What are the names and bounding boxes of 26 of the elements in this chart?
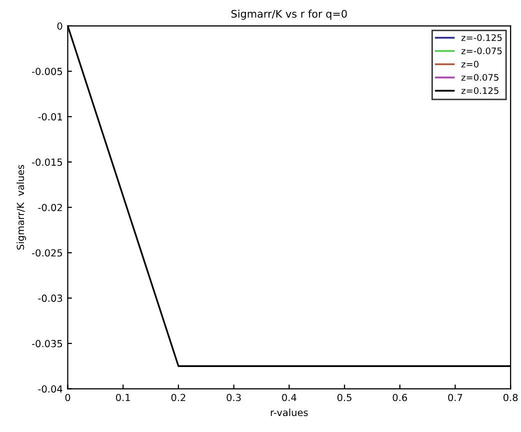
x-tick-label: 0.5 — [337, 394, 352, 402]
y-tick-label: -0.005 — [32, 68, 62, 76]
y-axis-title: Sigmarr/K values — [16, 164, 26, 250]
x-tick-label: 0 — [65, 394, 70, 402]
y-tick-label: -0.03 — [38, 294, 62, 302]
x-tick-label: 0.8 — [503, 394, 518, 402]
legend-label: z=0.125 — [461, 87, 498, 94]
y-tick-label: 0 — [57, 22, 62, 30]
legend-label: z=0 — [461, 60, 478, 68]
chart-title: Sigmarr/K vs r for q=0 — [231, 10, 347, 20]
x-tick-label: 0.7 — [448, 394, 462, 402]
x-tick-label: 0.3 — [226, 394, 241, 402]
y-tick-label: -0.01 — [38, 113, 62, 120]
legend-label: z=-0.075 — [461, 47, 502, 54]
x-tick-label: 0.6 — [392, 394, 407, 402]
x-tick-label: 0.4 — [282, 394, 296, 402]
x-tick-label: 0.1 — [116, 394, 130, 402]
legend-label: z=-0.125 — [461, 34, 502, 42]
y-tick-label: -0.025 — [32, 249, 62, 257]
y-tick-label: -0.035 — [32, 340, 62, 348]
legend-label: z=0.075 — [461, 74, 498, 81]
y-tick-label: -0.015 — [32, 158, 62, 166]
x-tick-label: 0.2 — [171, 394, 186, 402]
y-tick-label: -0.04 — [38, 385, 62, 393]
y-tick-label: -0.02 — [38, 204, 62, 212]
x-axis-title: r-values — [270, 408, 308, 416]
